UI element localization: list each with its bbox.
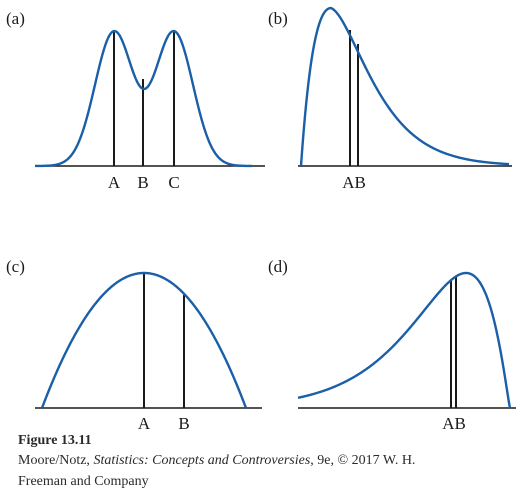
panel-c-tag: (c) bbox=[6, 257, 25, 276]
panel-a-label-c: C bbox=[168, 173, 179, 192]
panel-a: (a) A B C bbox=[6, 9, 265, 192]
panel-b-density-curve bbox=[299, 6, 510, 167]
panel-c-density-curve bbox=[40, 271, 248, 409]
panel-c: (c) A B bbox=[6, 257, 262, 430]
caption-book-title: Statistics: Concepts and Controversies bbox=[93, 453, 311, 468]
panel-b-label-ab: AB bbox=[342, 173, 366, 192]
panel-c-label-b: B bbox=[178, 414, 189, 430]
panel-d-tag: (d) bbox=[268, 257, 288, 276]
caption-credit-line2: Freeman and Company bbox=[18, 474, 149, 489]
panel-b-tag: (b) bbox=[268, 9, 288, 28]
panel-d-density-curve bbox=[297, 271, 512, 409]
caption-credit-prefix: Moore/Notz, bbox=[18, 453, 94, 468]
panel-a-label-a: A bbox=[108, 173, 121, 192]
figure-caption: Figure 13.11 Moore/Notz, Statistics: Con… bbox=[18, 432, 518, 492]
panel-c-label-a: A bbox=[138, 414, 151, 430]
density-curves-figure: (a) A B C (b) AB (c) A B (d) AB bbox=[6, 6, 516, 430]
caption-credit-suffix: , 9e, © 2017 W. H. bbox=[310, 453, 416, 468]
panel-a-density-curve bbox=[34, 29, 253, 168]
panel-d-label-ab: AB bbox=[442, 414, 466, 430]
panel-b: (b) AB bbox=[268, 6, 512, 192]
panel-d: (d) AB bbox=[268, 257, 516, 430]
panel-a-tag: (a) bbox=[6, 9, 25, 28]
panel-a-label-b: B bbox=[137, 173, 148, 192]
caption-credit: Moore/Notz, Statistics: Concepts and Con… bbox=[18, 450, 518, 492]
caption-title: Figure 13.11 bbox=[18, 433, 92, 448]
